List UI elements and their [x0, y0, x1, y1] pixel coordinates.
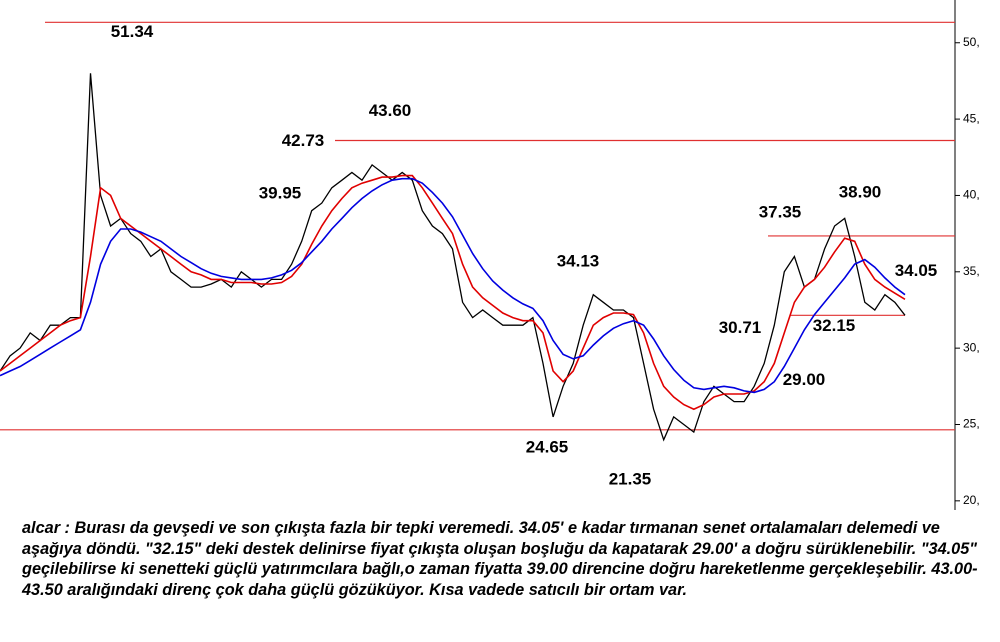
y-tick-label: 25, [963, 417, 980, 431]
price-line [0, 73, 906, 442]
y-tick-label: 40, [963, 188, 980, 202]
annotation: 24.65 [526, 437, 569, 456]
y-tick-label: 50, [963, 35, 980, 49]
y-tick-label: 20, [963, 493, 980, 507]
annotation: 29.00 [783, 370, 826, 389]
price-line [0, 174, 906, 411]
annotation: 51.34 [111, 22, 154, 41]
annotation: 34.05 [895, 261, 938, 280]
annotation: 38.90 [839, 183, 882, 202]
annotation: 39.95 [259, 184, 302, 203]
annotation: 30.71 [719, 318, 762, 337]
price-line [0, 177, 906, 394]
caption: alcar : Burası da gevşedi ve son çıkışta… [22, 519, 978, 599]
annotation: 32.15 [813, 316, 856, 335]
annotation: 43.60 [369, 101, 412, 120]
annotation: 42.73 [282, 131, 325, 150]
y-tick-label: 45, [963, 111, 980, 125]
y-tick-label: 30, [963, 340, 980, 354]
y-tick-label: 35, [963, 264, 980, 278]
annotation: 37.35 [759, 202, 802, 221]
annotation: 21.35 [609, 470, 652, 489]
annotation: 34.13 [557, 252, 600, 271]
chart: 20, 25, 30, 35, 40, 45, 50, 51.34 43.60 42.73 39.9… [0, 0, 980, 510]
